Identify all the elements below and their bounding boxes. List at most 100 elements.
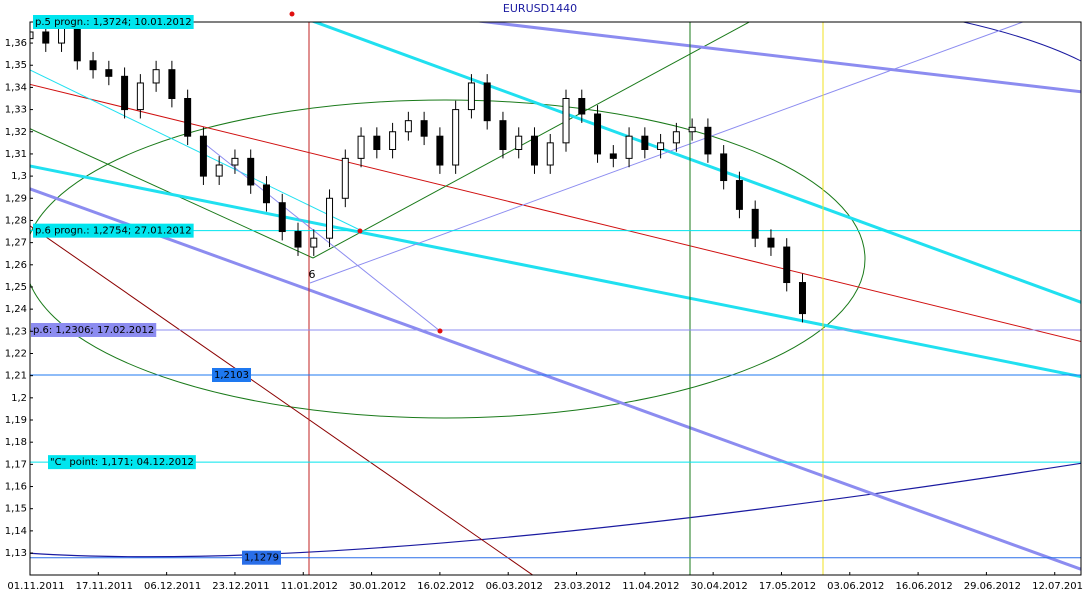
candle-body bbox=[262, 184, 270, 204]
candle-body bbox=[215, 164, 223, 177]
chart-title: EURUSD1440 bbox=[503, 2, 577, 15]
candle-body bbox=[515, 135, 523, 150]
trend-line bbox=[30, 69, 363, 232]
y-tick-label: 1,27 bbox=[5, 238, 27, 249]
y-tick-label: 1,33 bbox=[5, 105, 27, 116]
level-label-bg bbox=[33, 15, 194, 29]
candle-body bbox=[452, 109, 460, 166]
candle-body bbox=[625, 135, 633, 159]
candle-body bbox=[704, 126, 712, 155]
y-tick-label: 1,15 bbox=[5, 504, 27, 515]
y-tick-label: 1,18 bbox=[5, 437, 27, 448]
candle-body bbox=[609, 153, 617, 159]
level-label-bg bbox=[48, 455, 196, 470]
candle-body bbox=[152, 69, 160, 84]
y-tick-label: 1,25 bbox=[5, 282, 27, 293]
candle-body bbox=[735, 180, 743, 210]
candle-body bbox=[184, 97, 192, 137]
level-label: 1,1279 bbox=[244, 553, 279, 564]
plot-frame bbox=[29, 21, 1082, 576]
trend-line bbox=[30, 128, 314, 259]
y-tick-label: 1,35 bbox=[5, 60, 27, 71]
candle-body bbox=[530, 135, 538, 166]
candle-body bbox=[278, 202, 286, 233]
y-tick-label: 1,28 bbox=[5, 215, 27, 226]
point bbox=[357, 228, 363, 234]
candle-body bbox=[121, 75, 129, 111]
x-tick-label: 03.06.2012 bbox=[827, 581, 884, 592]
candle-body bbox=[326, 197, 334, 239]
y-tick-label: 1,16 bbox=[5, 482, 27, 493]
candle-body bbox=[341, 157, 349, 199]
y-tick-label: 1,3 bbox=[11, 171, 27, 182]
y-tick-label: 1,14 bbox=[5, 526, 27, 537]
x-tick-label: 11.01.2012 bbox=[281, 581, 338, 592]
x-tick-label: 16.02.2012 bbox=[417, 581, 474, 592]
y-tick-label: 1,31 bbox=[5, 149, 27, 160]
y-tick-label: 1,13 bbox=[5, 548, 27, 559]
candle-body bbox=[199, 135, 207, 177]
trend-line bbox=[309, 22, 1025, 284]
trend-line bbox=[30, 164, 1081, 379]
x-tick-label: 23.03.2012 bbox=[554, 581, 611, 592]
candle-body bbox=[231, 157, 239, 166]
candle-body bbox=[641, 135, 649, 150]
y-tick-label: 1,24 bbox=[5, 304, 27, 315]
trend-line bbox=[30, 83, 1081, 343]
trend-line bbox=[312, 22, 751, 259]
x-tick-label: 16.06.2012 bbox=[895, 581, 952, 592]
y-tick-label: 1,36 bbox=[5, 38, 27, 49]
level-label-bg bbox=[212, 367, 251, 382]
y-tick-label: 1,32 bbox=[5, 127, 27, 138]
candle-body bbox=[105, 69, 113, 77]
point bbox=[437, 328, 443, 334]
y-tick-label: 1,29 bbox=[5, 193, 27, 204]
candle-body bbox=[720, 153, 728, 182]
x-tick-label: 06.03.2012 bbox=[486, 581, 543, 592]
candle-body bbox=[373, 135, 381, 150]
candle-body bbox=[688, 126, 696, 133]
candle-body bbox=[294, 231, 302, 248]
candle-body bbox=[89, 60, 97, 71]
candle-body bbox=[783, 246, 791, 284]
candle-body bbox=[436, 135, 444, 166]
candle-body bbox=[594, 113, 602, 155]
x-tick-label: 12.07.2012 bbox=[1032, 581, 1083, 592]
x-tick-label: 17.05.2012 bbox=[759, 581, 816, 592]
candle-body bbox=[404, 120, 412, 133]
candle-body bbox=[310, 237, 318, 248]
level-label-bg bbox=[31, 322, 157, 337]
candle-body bbox=[357, 135, 365, 159]
candle-body bbox=[467, 82, 475, 111]
candle-body bbox=[483, 82, 491, 122]
candle-body bbox=[672, 131, 680, 144]
level-label: 1,2103 bbox=[214, 370, 249, 381]
trend-line bbox=[30, 225, 534, 575]
candle-body bbox=[562, 97, 570, 144]
candles bbox=[30, 22, 806, 323]
annotation: 6 bbox=[309, 268, 316, 281]
level-labels: p.5 progn.: 1,3724; 10.01.2012 p.6 progn.… bbox=[31, 15, 281, 565]
candle-body bbox=[578, 97, 586, 115]
y-tick-label: 1,22 bbox=[5, 348, 27, 359]
x-tick-label: 01.11.2011 bbox=[7, 581, 64, 592]
candle-body bbox=[30, 31, 34, 40]
level-label: p.6 progn.: 1,2754; 27.01.2012 bbox=[35, 226, 192, 237]
y-tick-label: 1,2 bbox=[11, 393, 27, 404]
trend-line bbox=[199, 139, 441, 332]
candle-body bbox=[420, 120, 428, 137]
candle-body bbox=[546, 142, 554, 166]
x-tick-label: 23.12.2011 bbox=[212, 581, 269, 592]
x-tick-label: 30.04.2012 bbox=[691, 581, 748, 592]
candle-body bbox=[767, 237, 775, 248]
x-tick-label: 06.12.2011 bbox=[144, 581, 201, 592]
y-tick-label: 1,21 bbox=[5, 371, 27, 382]
y-tick-label: 1,34 bbox=[5, 82, 27, 93]
candle-body bbox=[499, 120, 507, 150]
candle-body bbox=[73, 24, 81, 62]
ellipse bbox=[30, 99, 866, 419]
candle-body bbox=[247, 157, 255, 186]
